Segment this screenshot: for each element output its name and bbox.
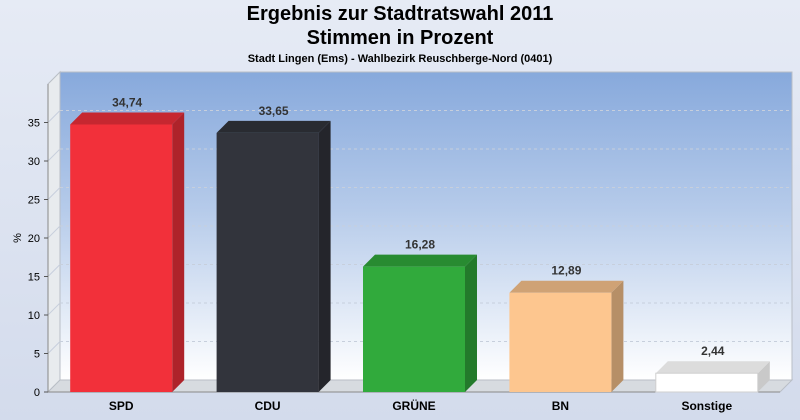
y-tick-label: 5	[34, 349, 40, 361]
chart-caption: Stadt Lingen (Ems) - Wahlbezirk Reuschbe…	[247, 53, 553, 65]
value-label: 2,44	[701, 344, 725, 358]
value-label: 12,89	[551, 264, 581, 278]
bar-top	[655, 361, 770, 374]
bar-side	[172, 112, 185, 392]
grid-line-side	[47, 225, 61, 239]
bar-front	[70, 124, 173, 392]
bar-bn	[509, 280, 624, 392]
y-tick-label: 30	[28, 156, 40, 168]
grid-line-side	[47, 264, 61, 277]
bar-spd	[70, 112, 185, 392]
labels: 34,74 SPD 33,65 CDU 16,28 GRÜNE 12,89 BN 2,44 Son…	[109, 96, 733, 413]
chart-title: Ergebnis zur Stadtratswahl 2011	[246, 3, 554, 25]
category-label: SPD	[109, 399, 134, 413]
y-tick-label: 15	[28, 272, 40, 284]
bar-side	[318, 120, 331, 393]
y-tick-label: 0	[34, 387, 40, 399]
bar-side	[757, 361, 770, 392]
grid-line-side	[47, 110, 61, 123]
value-label: 16,28	[405, 238, 435, 252]
bar-top	[216, 120, 331, 133]
bar-front	[655, 372, 759, 393]
value-label: 33,65	[259, 104, 289, 118]
category-label: Sonstige	[681, 399, 732, 413]
category-label: BN	[552, 399, 569, 413]
chart-subtitle: Stimmen in Prozent	[306, 27, 494, 49]
bar-top	[363, 254, 477, 267]
bar-grüne	[363, 254, 477, 392]
bar-sonstige	[655, 361, 770, 393]
y-axis-label: %	[12, 233, 24, 243]
bar-side	[611, 280, 624, 392]
bar-side	[465, 254, 477, 392]
y-tick-label: 20	[28, 233, 40, 245]
bar-front	[509, 292, 612, 392]
y-tick-label: 35	[28, 118, 40, 130]
bar-top	[70, 112, 185, 125]
category-label: CDU	[255, 399, 281, 413]
grid-line-side	[47, 302, 61, 316]
y-tick-label: 25	[28, 195, 40, 207]
grid-line-side	[47, 187, 61, 200]
bar-top	[509, 280, 624, 293]
grid-line-side	[47, 341, 61, 354]
value-label: 34,74	[112, 96, 142, 110]
bars	[70, 112, 770, 393]
category-label: GRÜNE	[392, 398, 435, 413]
y-tick-label: 10	[28, 310, 40, 322]
bar-front	[363, 266, 465, 392]
bar-front	[216, 132, 319, 392]
bar-cdu	[216, 120, 331, 393]
grid-line-side	[47, 148, 61, 162]
